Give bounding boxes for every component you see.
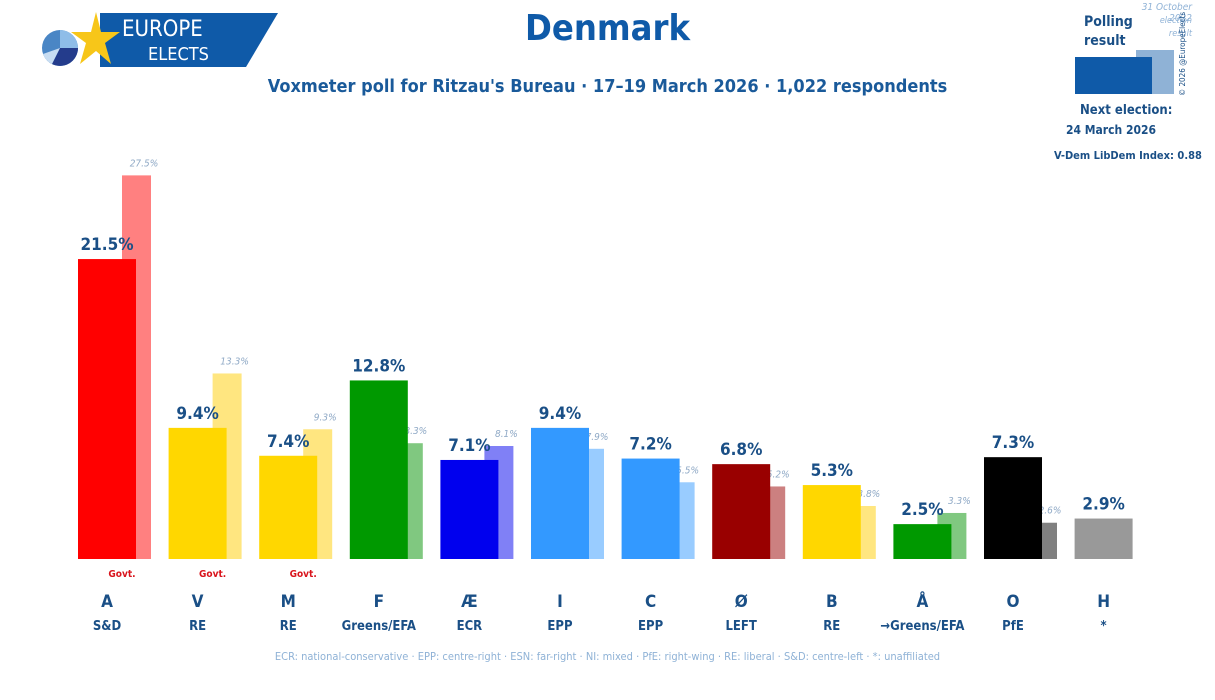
group-label-A: S&D: [92, 619, 122, 634]
group-label-O: PfE: [1002, 619, 1024, 634]
prev-result-label-F: 8.3%: [404, 426, 427, 437]
prev-result-label-Å: 3.3%: [948, 496, 971, 507]
group-label-V: RE: [189, 619, 207, 634]
poll-bar-I: [531, 427, 589, 559]
party-label-F: F: [373, 592, 385, 612]
next-election-label: Next election:: [1080, 103, 1173, 118]
group-label-Ø: LEFT: [725, 619, 757, 634]
poll-value-label-Æ: 7.1%: [448, 436, 490, 456]
poll-value-label-H: 2.9%: [1082, 495, 1124, 515]
poll-bar-Å: [893, 524, 952, 559]
vdem-index: V-Dem LibDem Index: 0.88: [1054, 149, 1202, 162]
legend-election-label-1: election: [1159, 16, 1192, 26]
poll-bar-Æ: [440, 459, 499, 559]
poll-bar-C: [621, 458, 680, 559]
chart-subtitle: Voxmeter poll for Ritzau's Bureau · 17–1…: [267, 76, 948, 97]
poll-value-label-V: 9.4%: [176, 404, 218, 424]
prev-result-label-V: 13.3%: [220, 356, 249, 367]
prev-result-label-M: 9.3%: [314, 412, 337, 423]
legend-polling-label-1: Polling: [1084, 14, 1133, 30]
party-label-A: A: [101, 592, 113, 612]
group-label-F: Greens/EFA: [341, 619, 416, 634]
poll-value-label-A: 21.5%: [80, 235, 133, 255]
logo-pie-slice: [52, 48, 78, 66]
group-label-H: *: [1100, 619, 1107, 634]
prev-result-label-B: 3.8%: [857, 489, 880, 500]
poll-value-label-O: 7.3%: [992, 433, 1034, 453]
group-label-Å: →Greens/EFA: [880, 619, 965, 634]
party-label-I: I: [557, 592, 563, 612]
group-label-Æ: ECR: [456, 619, 483, 634]
logo-text-elects: ELECTS: [148, 44, 209, 65]
party-label-M: M: [280, 592, 296, 612]
logo-text-europe: EUROPE: [122, 17, 203, 42]
prev-result-label-O: 2.6%: [1039, 506, 1062, 517]
party-label-C: C: [644, 592, 657, 612]
poll-value-label-Ø: 6.8%: [720, 440, 762, 460]
govt-label-M: Govt.: [289, 569, 317, 580]
poll-bar-A: [78, 259, 136, 559]
party-label-O: O: [1006, 592, 1020, 612]
govt-label-V: Govt.: [199, 569, 227, 580]
party-label-H: H: [1097, 592, 1110, 612]
poll-bar-F: [349, 380, 408, 559]
poll-value-label-B: 5.3%: [811, 461, 853, 481]
poll-bar-M: [259, 455, 318, 559]
poll-value-label-M: 7.4%: [267, 432, 309, 452]
poll-value-label-C: 7.2%: [629, 435, 671, 455]
party-label-Æ: Æ: [461, 592, 478, 612]
party-label-Å: Å: [916, 592, 929, 612]
chart-title: Denmark: [524, 8, 691, 49]
star-icon: [71, 12, 120, 64]
poll-bar-B: [802, 485, 861, 559]
party-label-B: B: [825, 592, 838, 612]
poll-value-label-F: 12.8%: [352, 356, 405, 376]
group-label-I: EPP: [547, 619, 573, 634]
prev-result-label-C: 5.5%: [676, 465, 699, 476]
legend-election-date: 31 October 2022: [1141, 2, 1192, 24]
party-label-V: V: [191, 592, 204, 612]
poll-bar-V: [168, 427, 227, 559]
prev-result-label-A: 27.5%: [130, 158, 159, 169]
next-election-date: 24 March 2026: [1066, 123, 1157, 137]
prev-result-label-Æ: 8.1%: [495, 429, 518, 440]
govt-label-A: Govt.: [108, 569, 136, 580]
logo-pie-slice: [43, 48, 60, 64]
poll-bar-O: [984, 457, 1042, 559]
group-label-M: RE: [279, 619, 297, 634]
prev-result-label-Ø: 5.2%: [767, 469, 790, 480]
group-label-B: RE: [823, 619, 841, 634]
legend-polling-swatch: [1075, 57, 1152, 94]
legend-polling-label-2: result: [1084, 33, 1126, 49]
footnote: ECR: national-conservative · EPP: centre…: [274, 650, 941, 663]
poll-value-label-Å: 2.5%: [901, 500, 943, 520]
party-label-Ø: Ø: [734, 592, 748, 612]
logo-banner: [100, 13, 278, 67]
europe-elects-logo: EUROPE ELECTS: [42, 12, 278, 67]
logo-pie-slice: [60, 30, 78, 48]
legend-election-label-2: result: [1168, 29, 1192, 39]
poll-bar-H: [1074, 518, 1133, 559]
poll-value-label-I: 9.4%: [539, 404, 581, 424]
legend: Polling result 31 October 2022 election …: [1054, 0, 1215, 170]
poll-bar-Ø: [712, 464, 771, 559]
prev-result-label-I: 7.9%: [586, 432, 609, 443]
group-label-C: EPP: [638, 619, 664, 634]
